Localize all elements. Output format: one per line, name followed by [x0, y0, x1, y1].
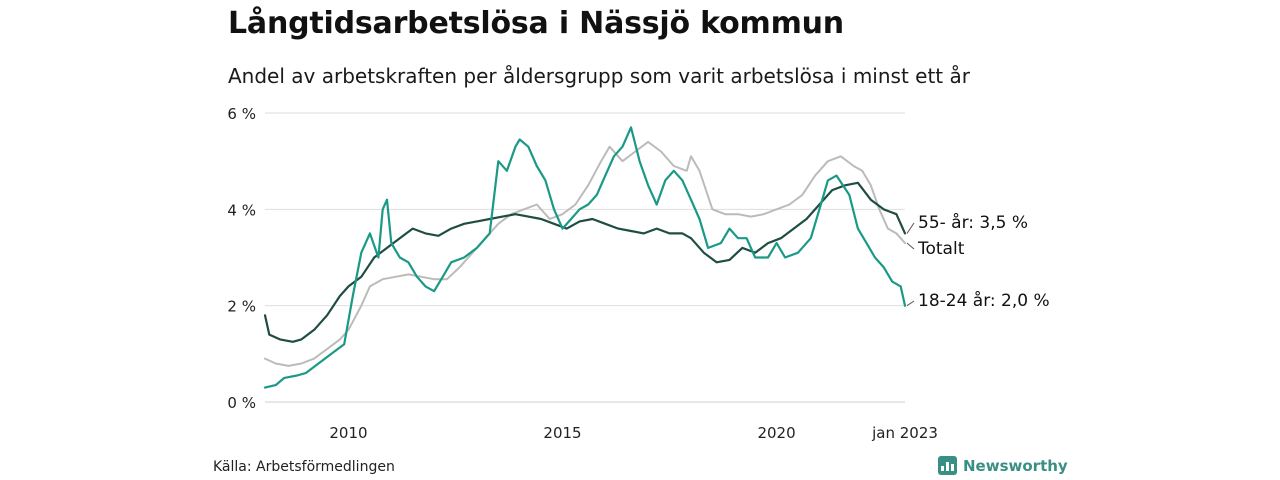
- y-tick-label: 2 %: [227, 298, 256, 316]
- series-lines: [263, 126, 907, 389]
- series-end-label: 55- år: 3,5 %: [918, 212, 1028, 233]
- x-tick-label: 2020: [757, 424, 795, 442]
- y-tick-label: 4 %: [227, 201, 256, 219]
- x-tick-label: 2015: [543, 424, 581, 442]
- y-tick-label: 6 %: [227, 105, 256, 123]
- x-axis-ticks: 2010 2015 2020 jan 2023: [329, 424, 938, 442]
- series-end-label: Totalt: [917, 239, 965, 259]
- chart-title: Långtidsarbetslösa i Nässjö kommun: [228, 6, 844, 41]
- end-label-leader: [906, 222, 915, 234]
- series-end-labels: 55- år: 3,5 % Totalt 18-24 år: 2,0 %: [906, 212, 1050, 311]
- series-line-0: [264, 140, 906, 367]
- y-tick-label: 0 %: [227, 394, 256, 412]
- chart-subtitle: Andel av arbetskraften per åldersgrupp s…: [228, 64, 970, 88]
- source-note: Källa: Arbetsförmedlingen: [213, 459, 395, 475]
- end-label-leader: [906, 242, 915, 250]
- gridlines: [265, 112, 905, 403]
- bar-chart-logo-icon: [938, 456, 957, 475]
- brand-logo[interactable]: Newsworthy: [938, 456, 1068, 475]
- y-axis-ticks: 0 % 2 % 4 % 6 %: [227, 105, 256, 412]
- series-line-2: [263, 126, 907, 389]
- x-tick-label: 2010: [329, 424, 367, 442]
- series-end-label: 18-24 år: 2,0 %: [918, 290, 1050, 311]
- end-label-leader: [906, 300, 915, 307]
- brand-name: Newsworthy: [963, 456, 1068, 475]
- x-tick-label: jan 2023: [871, 424, 938, 442]
